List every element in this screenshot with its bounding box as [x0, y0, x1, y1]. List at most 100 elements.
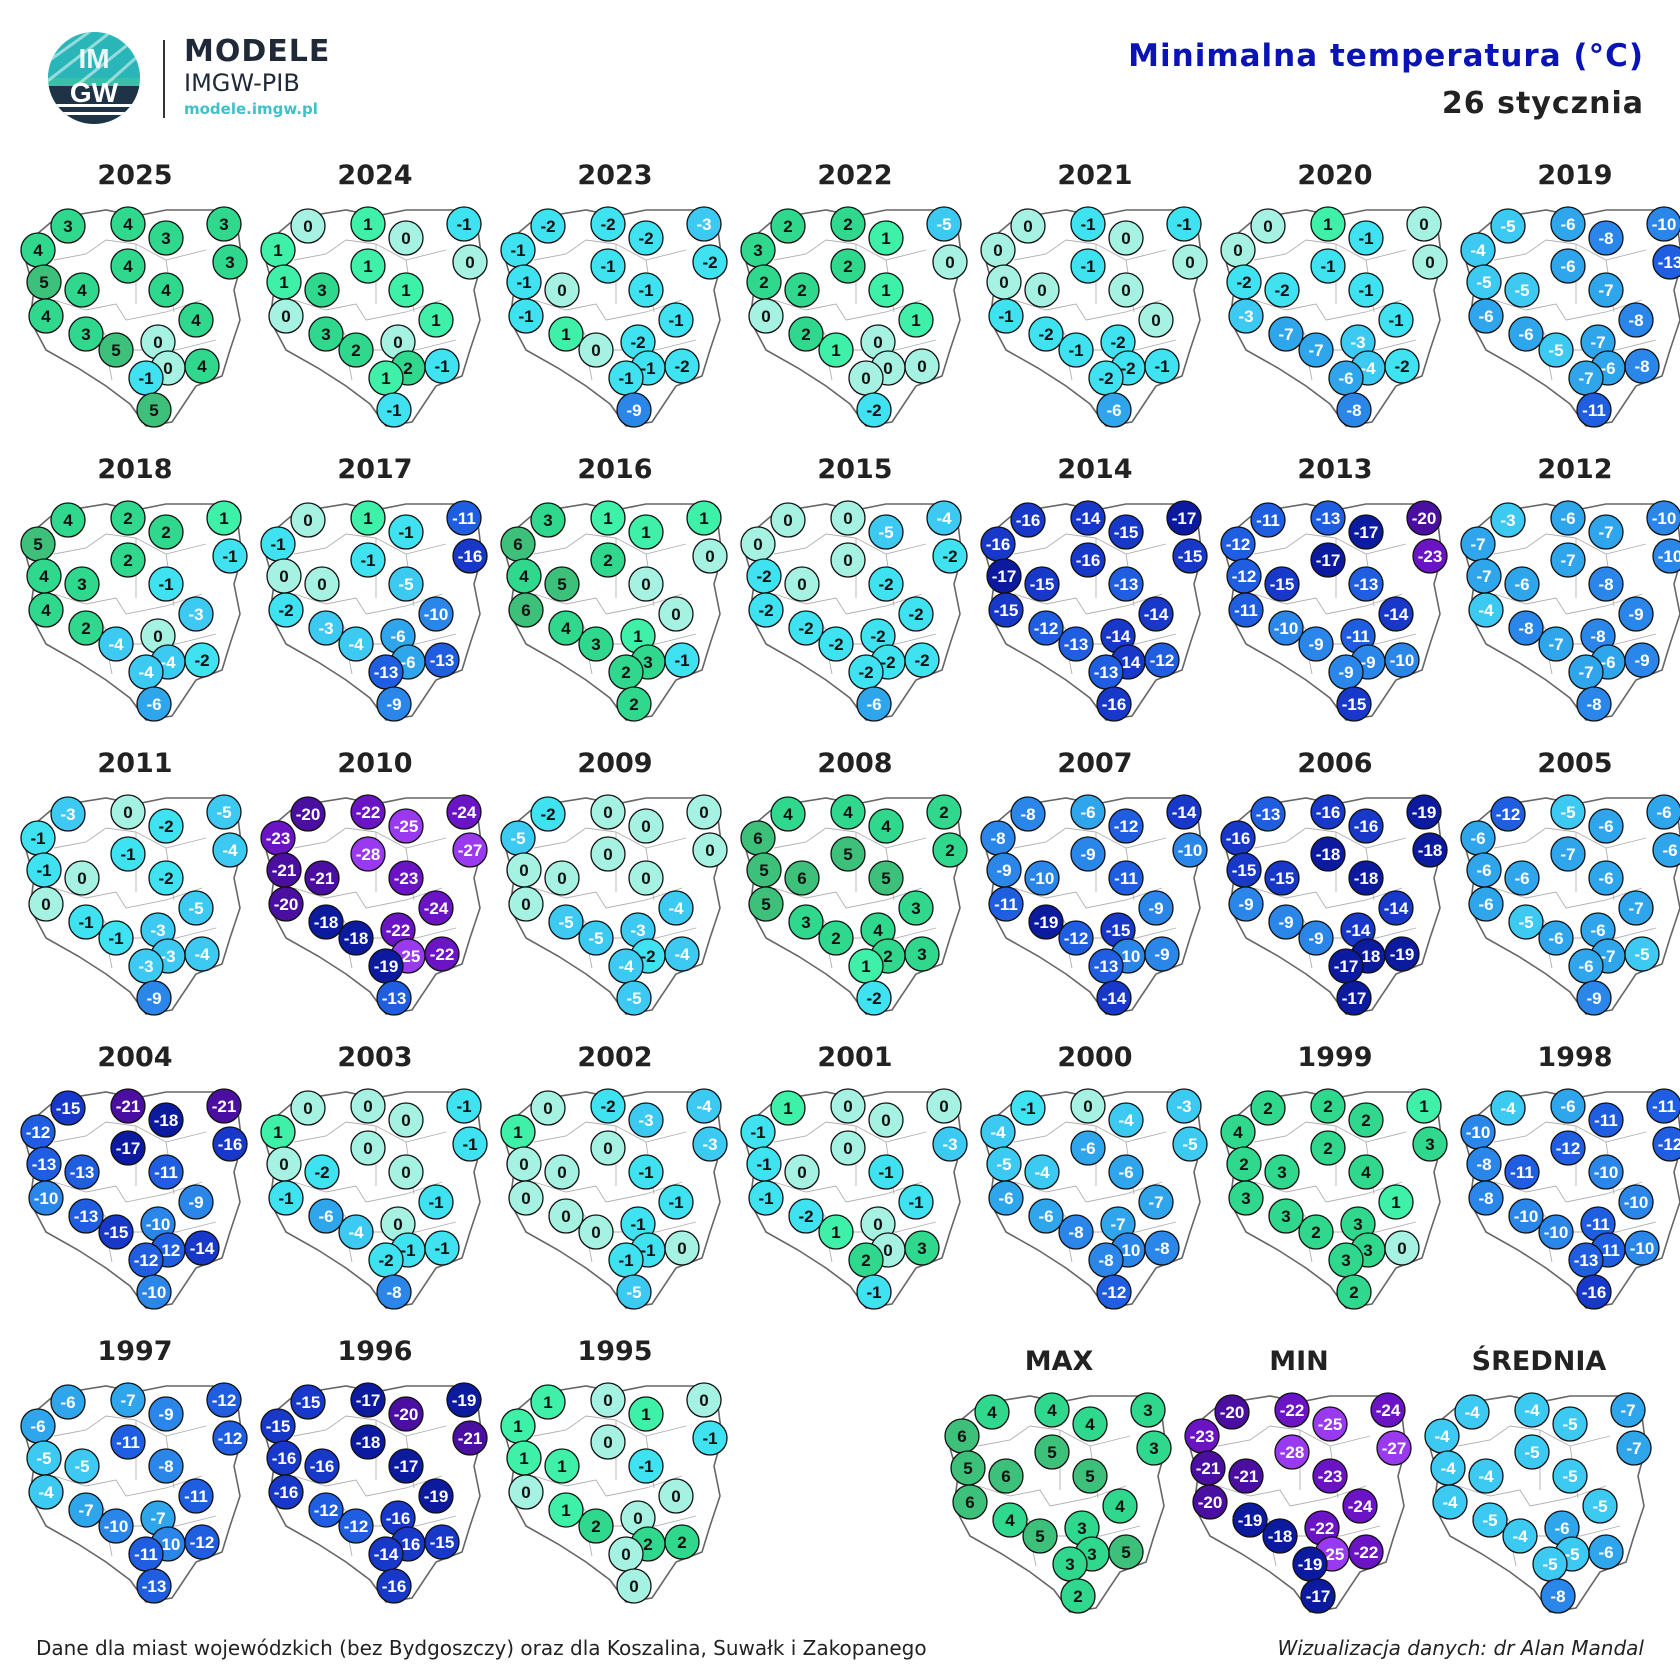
city-dot — [628, 272, 664, 308]
panel-title: 2018 — [97, 454, 173, 485]
city-dot — [1490, 502, 1526, 538]
city-value: 0 — [641, 869, 650, 888]
city-value: 0 — [699, 1391, 708, 1410]
city-dot — [50, 1384, 86, 1420]
city-marker: 2 — [926, 794, 962, 830]
city-marker: 3 — [304, 272, 340, 308]
map-panel: 2025 3 4 3 3 4 3 5 4 4 4 4 4 3 0 5 0 4 -1 5 — [16, 160, 254, 450]
city-dot — [1010, 1090, 1046, 1126]
city-dot — [856, 1274, 892, 1310]
city-value: -7 — [1620, 1401, 1635, 1420]
region-border — [1493, 827, 1577, 849]
city-value: -5 — [1500, 217, 1515, 236]
city-dot — [692, 1126, 728, 1162]
map-panel: 2020 0 1 -1 0 0 0 -2 -2 -1 -1 -3 -1 -7 -3 -7 -4 -2 -6 -8 — [1216, 160, 1454, 450]
city-value: -1 — [516, 273, 531, 292]
city-value: -8 — [1628, 311, 1643, 330]
city-value: -1 — [78, 913, 93, 932]
city-dot — [1646, 794, 1680, 830]
city-value: 2 — [783, 217, 792, 236]
city-dot — [304, 1154, 340, 1190]
city-marker: -5 — [1624, 936, 1660, 972]
city-dot — [616, 686, 652, 722]
city-marker: 0 — [1010, 208, 1046, 244]
city-marker: 0 — [578, 1214, 614, 1250]
city-value: 0 — [591, 341, 600, 360]
city-dot — [1108, 272, 1144, 308]
city-value: -21 — [272, 861, 297, 880]
region-border — [293, 533, 377, 555]
city-dot — [148, 808, 184, 844]
city-value: -1 — [750, 1123, 765, 1142]
city-dot — [868, 1102, 904, 1138]
city-value: -10 — [1390, 651, 1415, 670]
city-value: -1 — [456, 215, 471, 234]
city-value: -3 — [630, 921, 645, 940]
city-marker: 2 — [1336, 1274, 1372, 1310]
city-dot — [1096, 1274, 1132, 1310]
city-marker: -6 — [1328, 360, 1364, 396]
city-marker: -17 — [110, 1130, 146, 1166]
city-marker: -10 — [1172, 832, 1208, 868]
city-value: 0 — [521, 1189, 530, 1208]
city-value: -5 — [1562, 1467, 1577, 1486]
brand-url-link[interactable]: modele.imgw.pl — [184, 100, 318, 118]
city-value: -17 — [1334, 957, 1359, 976]
region-border — [293, 887, 367, 909]
city-dot — [290, 502, 326, 538]
city-marker: -7 — [1550, 836, 1586, 872]
city-dot — [590, 248, 626, 284]
city-marker: -6 — [1096, 392, 1132, 428]
city-marker: 2 — [110, 542, 146, 578]
city-value: 2 — [883, 947, 892, 966]
city-dot — [1514, 1392, 1550, 1428]
city-marker: -1 — [26, 852, 62, 888]
region-border — [1217, 1485, 1291, 1507]
city-dot — [830, 542, 866, 578]
city-value: 0 — [999, 273, 1008, 292]
city-value: -8 — [1476, 1155, 1491, 1174]
city-value: 0 — [363, 1139, 372, 1158]
city-marker: 4 — [50, 502, 86, 538]
city-dot — [1138, 302, 1174, 338]
city-value: -16 — [218, 1135, 243, 1154]
city-marker: -4 — [686, 1088, 722, 1124]
city-dot — [788, 610, 824, 646]
city-value: -19 — [1034, 913, 1059, 932]
city-value: -10 — [1658, 547, 1680, 566]
city-value: -22 — [1280, 1401, 1305, 1420]
city-marker: -17 — [1310, 542, 1346, 578]
city-value: -18 — [344, 929, 369, 948]
city-dot — [1310, 206, 1346, 242]
city-marker: -21 — [206, 1088, 242, 1124]
city-value: -4 — [1440, 1459, 1456, 1478]
city-marker: -16 — [980, 526, 1016, 562]
city-dot — [1552, 1458, 1588, 1494]
city-dot — [1262, 1518, 1298, 1554]
city-marker: 6 — [944, 1418, 980, 1454]
city-value: -9 — [1308, 929, 1323, 948]
city-marker: -1 — [452, 1126, 488, 1162]
city-value: -5 — [1182, 1135, 1197, 1154]
city-value: -2 — [798, 619, 813, 638]
city-marker: -20 — [290, 796, 326, 832]
city-marker: 0 — [658, 596, 694, 632]
city-value: 0 — [519, 1155, 528, 1174]
city-marker: -17 — [1166, 500, 1202, 536]
city-marker: 0 — [452, 244, 488, 280]
city-marker: -1 — [500, 232, 536, 268]
city-dot — [206, 1088, 242, 1124]
panel-title: 1997 — [97, 1336, 173, 1367]
city-value: -15 — [1114, 523, 1139, 542]
city-value: -1 — [1388, 311, 1403, 330]
city-value: -1 — [1068, 341, 1083, 360]
city-dot — [1504, 1154, 1540, 1190]
map-panel: 2013 -11 -13 -17 -20 -12 -23 -12 -15 -17 -13 -11 -14… — [1216, 454, 1454, 744]
city-dot — [830, 1088, 866, 1124]
city-value: -7 — [1578, 369, 1593, 388]
region-border — [1253, 299, 1327, 321]
city-dot — [686, 206, 722, 242]
city-marker: 6 — [500, 526, 536, 562]
region-border — [773, 1121, 857, 1143]
city-marker: -8 — [1336, 392, 1372, 428]
